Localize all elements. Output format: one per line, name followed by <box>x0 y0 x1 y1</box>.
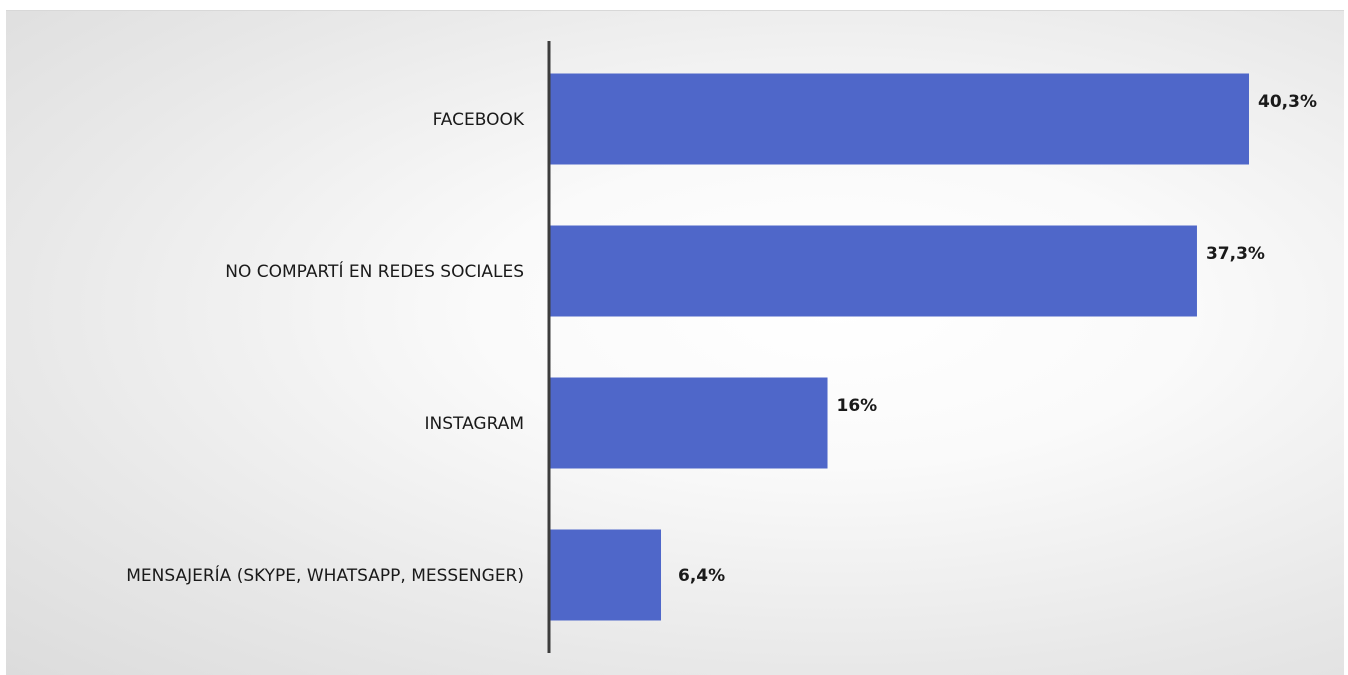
value-label-mensajeria-skype-whatsapp-messenger: 6,4% <box>678 566 725 586</box>
chart-frame: FACEBOOK 40,3% NO COMPARTÍ EN REDES SOCIAL… <box>6 10 1344 675</box>
category-label-instagram: INSTAGRAM <box>424 414 524 434</box>
category-label-mensajeria-skype-whatsapp-messenger: MENSAJERÍA (SKYPE, WHATSAPP, MESSENGER) <box>126 564 524 586</box>
bar-no-comparti-en-redes-sociales <box>550 225 1197 317</box>
bar-instagram <box>550 377 828 469</box>
bar-mensajeria-skype-whatsapp-messenger <box>550 529 662 621</box>
value-label-instagram: 16% <box>837 396 878 416</box>
labels-layer: FACEBOOK 40,3% NO COMPARTÍ EN REDES SOCIAL… <box>126 92 1317 586</box>
value-label-no-comparti-en-redes-sociales: 37,3% <box>1206 244 1265 264</box>
value-label-facebook: 40,3% <box>1258 92 1317 112</box>
category-label-facebook: FACEBOOK <box>433 110 525 130</box>
category-label-no-comparti-en-redes-sociales: NO COMPARTÍ EN REDES SOCIALES <box>225 260 524 282</box>
bar-facebook <box>550 73 1249 165</box>
bars-layer <box>550 73 1249 621</box>
bar-chart: FACEBOOK 40,3% NO COMPARTÍ EN REDES SOCIAL… <box>126 41 1317 653</box>
